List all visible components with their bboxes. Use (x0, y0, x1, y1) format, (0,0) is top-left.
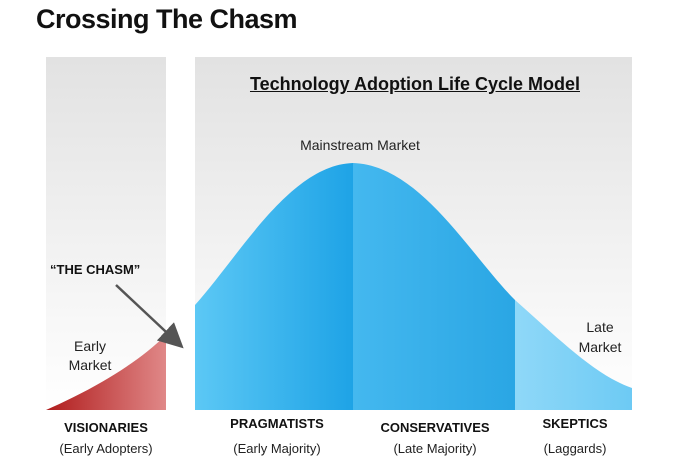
segment-name: VISIONARIES (64, 420, 148, 435)
segment-subtitle: (Early Majority) (233, 441, 321, 456)
early-market-line2: Market (68, 357, 112, 373)
early-market-area (46, 335, 166, 410)
diagram-title: Technology Adoption Life Cycle Model (249, 74, 580, 94)
segment-subtitle: (Late Majority) (393, 441, 477, 456)
slide-title: Crossing The Chasm (36, 4, 298, 34)
segment-skeptics: SKEPTICS (Laggards) (525, 416, 625, 456)
segment-pragmatists: PRAGMATISTS (Early Majority) (212, 416, 342, 456)
chasm-label: “THE CHASM” (50, 262, 141, 277)
segment-name: CONSERVATIVES (380, 420, 490, 435)
early-market-line1: Early (74, 338, 106, 354)
early-market-label: Early Market (50, 337, 130, 375)
segment-visionaries: VISIONARIES (Early Adopters) (40, 420, 172, 456)
segment-name: SKEPTICS (542, 416, 608, 431)
late-market-line2: Market (578, 339, 622, 355)
segment-conservatives: CONSERVATIVES (Late Majority) (365, 420, 505, 456)
mainstream-market-label: Mainstream Market (300, 137, 420, 153)
segment-subtitle: (Laggards) (543, 441, 607, 456)
late-market-line1: Late (586, 319, 614, 335)
late-market-label: Late Market (565, 317, 635, 357)
left-panel (46, 57, 166, 410)
chasm-arrow (115, 284, 184, 349)
segment-subtitle: (Early Adopters) (59, 441, 153, 456)
segment-name: PRAGMATISTS (230, 416, 324, 431)
